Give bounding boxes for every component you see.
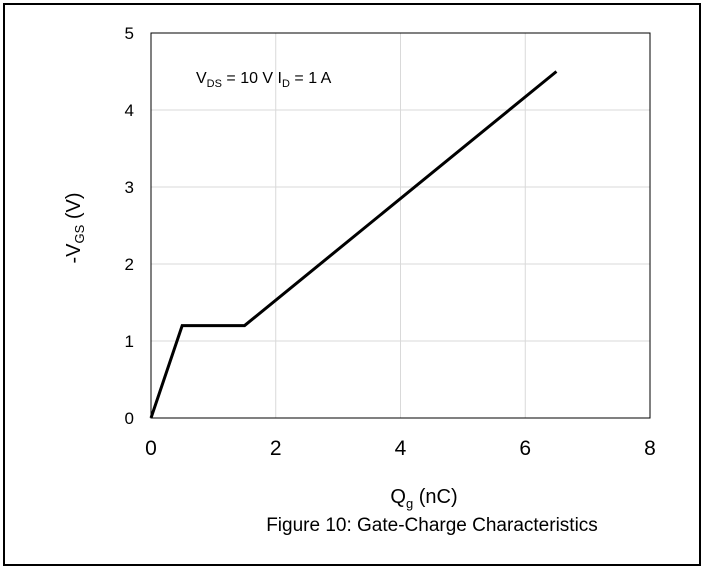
- annot-i-rest: = 1 A: [290, 70, 332, 87]
- annot-v: V: [196, 70, 207, 87]
- x-tick-label-2: 4: [395, 437, 407, 460]
- x-tick-label-3: 6: [519, 437, 531, 460]
- y-tick-label-3: 3: [125, 178, 134, 197]
- series-line-0: [149, 70, 558, 419]
- y-axis-title: -VGS (V): [63, 192, 87, 263]
- plot-area: [150, 32, 651, 419]
- test-condition-annotation: VDS = 10 V ID = 1 A: [196, 70, 332, 90]
- x-axis-title: Qg (nC): [390, 486, 457, 511]
- xlabel-unit: (nC): [413, 486, 457, 508]
- figure-caption: Figure 10: Gate-Charge Characteristics: [266, 515, 598, 536]
- y-tick-labels: 0 1 2 3 4 5: [125, 24, 134, 428]
- annot-v-sub: DS: [207, 78, 222, 90]
- y-tick-label-4: 4: [125, 101, 134, 120]
- xlabel-sub: g: [406, 496, 413, 511]
- y-tick-label-2: 2: [125, 255, 134, 274]
- xlabel-main: Q: [390, 486, 406, 508]
- figure-frame: [3, 3, 701, 566]
- annot-v-rest: = 10 V I: [222, 70, 282, 87]
- x-tick-label-4: 8: [644, 437, 656, 460]
- x-tick-label-1: 2: [270, 437, 282, 460]
- y-tick-label-5: 5: [125, 24, 134, 43]
- ylabel-sub: GS: [72, 224, 87, 243]
- series-group: [149, 70, 558, 419]
- y-tick-label-1: 1: [125, 332, 134, 351]
- ylabel-unit: (V): [63, 192, 85, 224]
- x-tick-labels: 0 2 4 6 8: [145, 437, 656, 460]
- annot-i-sub: D: [282, 78, 290, 90]
- ylabel-prefix: -V: [63, 243, 85, 264]
- grid-lines: [150, 32, 651, 419]
- x-tick-label-0: 0: [145, 437, 157, 460]
- y-tick-label-0: 0: [125, 409, 134, 428]
